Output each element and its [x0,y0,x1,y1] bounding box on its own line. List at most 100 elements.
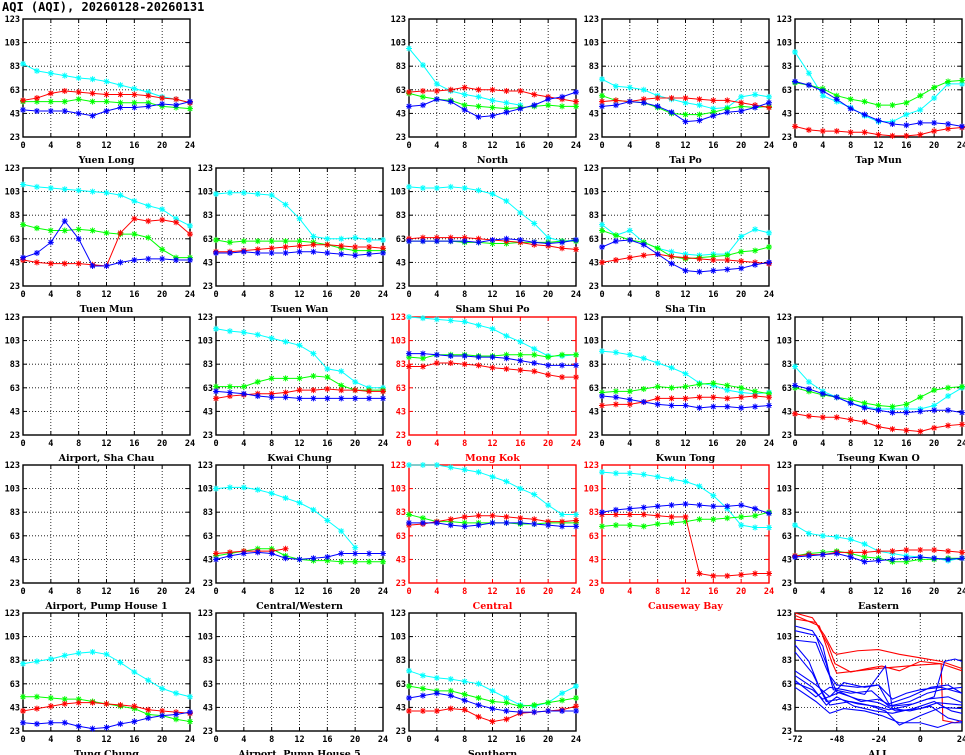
series-line-cyan [408,48,521,106]
y-tick-label: 83 [10,360,20,370]
y-tick-label: 83 [203,211,213,221]
y-tick-label: 63 [589,235,599,245]
y-tick-label: 63 [10,680,20,690]
x-tick-label: 20 [736,587,746,597]
panel-kwai-chung: 0 4 8 12 16 20 24 23 43 63 83 103 123 Kwai Chung [198,313,388,464]
y-tick-label: 23 [589,431,599,441]
y-tick-label: 63 [203,680,213,690]
x-tick-label: 20 [157,439,167,449]
all-series-line-blue [794,630,963,707]
x-tick-label: 16 [322,735,332,745]
y-tick-label: 103 [391,485,406,495]
y-tick-label: 23 [396,431,406,441]
y-tick-label: 43 [10,555,20,565]
y-tick-label: 63 [396,532,406,542]
all-series-line-blue [794,664,963,723]
y-tick-label: 83 [396,62,406,72]
x-tick-label: 20 [543,587,553,597]
y-tick-label: 43 [589,109,599,119]
series-line-blue [794,81,963,127]
panel-label: Tuen Mun [80,304,134,315]
panel-label: Causeway Bay [648,601,723,612]
data-point-cyan [20,60,26,67]
y-tick-label: 63 [10,384,20,394]
y-tick-label: 103 [5,188,20,198]
y-tick-label: 63 [396,86,406,96]
series-line-blue [22,101,191,117]
x-tick-label: 24 [571,735,581,745]
series-line-cyan [601,350,770,395]
x-tick-label: 0 [406,587,411,597]
x-tick-label: 16 [515,439,525,449]
x-tick-label: 4 [48,141,53,151]
series-line-red [215,548,286,554]
x-tick-label: 12 [294,735,304,745]
series-line-green [22,224,190,259]
x-tick-label: 0 [792,141,797,151]
x-tick-label: 24 [378,735,388,745]
panel-label: Tai Po [669,155,701,166]
y-tick-label: 63 [396,384,406,394]
panel-central-western: 0 4 8 12 16 20 24 23 43 63 83 103 123 Central/Western [198,461,388,612]
y-tick-label: 103 [584,337,599,347]
x-tick-label: 12 [101,141,111,151]
x-tick-label: 20 [543,141,553,151]
plot-frame [215,167,384,287]
x-tick-label: 20 [157,141,167,151]
y-tick-label: 43 [396,109,406,119]
y-tick-label: 23 [10,727,20,737]
series-line-blue [408,91,577,118]
x-tick-label: 20 [736,141,746,151]
x-tick-label: 12 [294,587,304,597]
x-tick-label: 4 [820,587,825,597]
y-tick-label: 43 [10,258,20,268]
x-tick-label: 8 [269,587,274,597]
x-tick-label: 4 [434,587,439,597]
panel-label: Tap Mun [855,155,902,166]
y-tick-label: 23 [589,133,599,143]
x-tick-label: 8 [462,439,467,449]
y-tick-label: 123 [198,313,213,323]
y-tick-label: 23 [10,431,20,441]
y-tick-label: 83 [782,656,792,666]
y-tick-label: 43 [10,109,20,119]
y-tick-label: 123 [584,164,599,174]
x-tick-label: 20 [157,290,167,300]
x-tick-label: 20 [350,735,360,745]
y-tick-label: 43 [396,407,406,417]
x-tick-label: 0 [406,141,411,151]
y-tick-label: 83 [782,508,792,518]
y-tick-label: 103 [777,337,792,347]
x-tick-label: 8 [76,439,81,449]
x-tick-label: 12 [487,439,497,449]
series-line-blue [408,692,576,713]
y-tick-label: 23 [396,282,406,292]
panel-label: Central [473,601,513,612]
panel-tuen-mun: 0 4 8 12 16 20 24 23 43 63 83 103 123 Tuen Mun [5,164,195,315]
x-tick-label: 0 [599,439,604,449]
series-line-red [22,90,191,104]
y-tick-label: 123 [5,461,20,471]
x-tick-label: 8 [462,587,467,597]
x-tick-label: 20 [157,735,167,745]
y-tick-label: 103 [777,485,792,495]
x-tick-label: 24 [571,587,581,597]
y-tick-label: 23 [203,579,213,589]
panel-all: -72 -48 -24 0 24 23 43 63 83 103 123 ALL [777,609,965,755]
x-tick-label: 0 [213,290,218,300]
x-tick-label: 8 [655,587,660,597]
y-tick-label: 103 [5,39,20,49]
x-tick-label: 24 [185,735,195,745]
x-tick-label: 4 [48,290,53,300]
x-tick-label: 12 [680,290,690,300]
y-tick-label: 43 [203,555,213,565]
x-tick-label: 12 [101,735,111,745]
x-tick-label: 16 [515,141,525,151]
series-line-blue [601,239,770,273]
y-tick-label: 63 [10,235,20,245]
y-tick-label: 23 [782,431,792,441]
y-tick-label: 103 [198,485,213,495]
x-tick-label: 12 [487,141,497,151]
y-tick-label: 83 [396,211,406,221]
panel-label: Sha Tin [665,304,706,315]
